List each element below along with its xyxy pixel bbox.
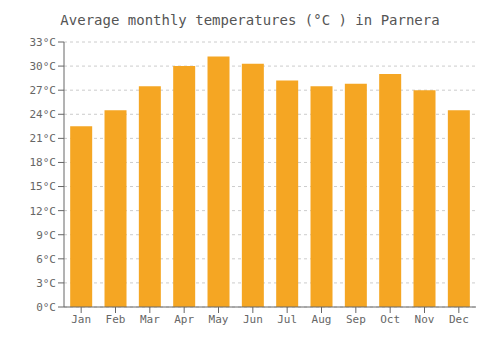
svg-text:Jan: Jan xyxy=(71,313,91,326)
svg-text:15°C: 15°C xyxy=(30,180,57,193)
svg-text:Apr: Apr xyxy=(174,313,194,326)
svg-text:12°C: 12°C xyxy=(30,205,57,218)
svg-text:21°C: 21°C xyxy=(30,132,57,145)
svg-text:9°C: 9°C xyxy=(36,229,56,242)
svg-text:Sep: Sep xyxy=(346,313,366,326)
svg-text:18°C: 18°C xyxy=(30,156,57,169)
svg-text:May: May xyxy=(209,313,229,326)
svg-text:Jul: Jul xyxy=(277,313,297,326)
svg-text:3°C: 3°C xyxy=(36,277,56,290)
svg-text:6°C: 6°C xyxy=(36,253,56,266)
svg-text:Oct: Oct xyxy=(380,313,400,326)
svg-text:Jun: Jun xyxy=(243,313,263,326)
svg-text:Aug: Aug xyxy=(312,313,332,326)
svg-text:30°C: 30°C xyxy=(30,60,57,73)
svg-text:Feb: Feb xyxy=(106,313,126,326)
svg-text:33°C: 33°C xyxy=(30,36,57,49)
svg-text:27°C: 27°C xyxy=(30,84,57,97)
svg-text:0°C: 0°C xyxy=(36,301,56,314)
svg-text:Mar: Mar xyxy=(140,313,160,326)
svg-text:24°C: 24°C xyxy=(30,108,57,121)
svg-text:Dec: Dec xyxy=(449,313,469,326)
html-text:Average monthly temperatures (: Average monthly temperatures (°C ) in Pa… xyxy=(60,12,440,28)
svg-text:Nov: Nov xyxy=(415,313,435,326)
